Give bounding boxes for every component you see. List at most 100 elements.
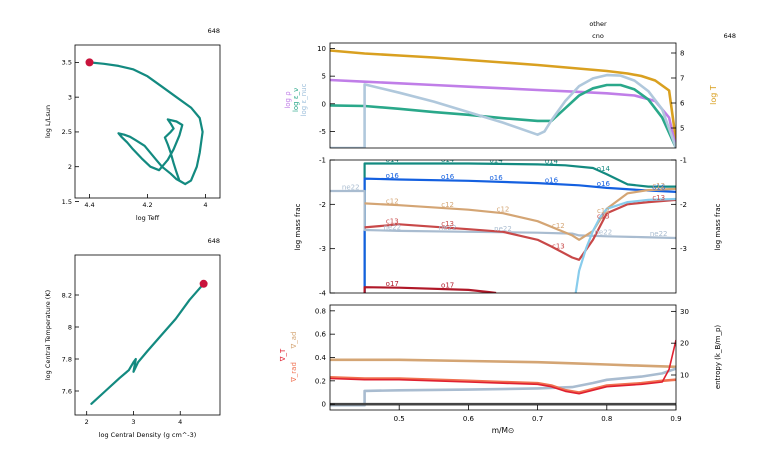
abund-series-ne22 — [330, 189, 676, 240]
top-title-line1: other — [589, 20, 607, 28]
grad-x-tick-label: 0.5 — [394, 415, 405, 423]
top-series-group — [330, 49, 676, 148]
abund-label-c13: c13 — [441, 220, 454, 228]
center-y-axis-label: log Central Temperature (K) — [44, 290, 52, 380]
abund-label-o16: o16 — [489, 174, 503, 182]
abund-label-c12: c12 — [597, 207, 610, 215]
abund-label-ne22: ne22 — [439, 224, 457, 232]
abund-y-tick-label: -2 — [319, 201, 326, 209]
center-model-number: 648 — [208, 237, 220, 245]
abund-label-o16: o16 — [652, 184, 666, 192]
hr-x-axis-label: log Teff — [136, 214, 160, 222]
center-y-tick-label: 7.8 — [62, 355, 72, 363]
top-y-tick-label: -5 — [319, 128, 326, 136]
abund-label-c13: c13 — [386, 217, 399, 225]
abund-y-right-tick-label: -3 — [680, 245, 687, 253]
top-y-label-1: log ε_ν — [292, 88, 300, 112]
gradients-panel: 0 0.2 0.4 0.6 0.8 10 20 30 0.5 0.6 0.7 0.8 0.9 m/M⊙ ∇_… — [279, 304, 722, 435]
top-series-log-eps_nu — [330, 83, 676, 148]
central-conditions-panel: 2 3 4 7.6 7.8 8 8.2 log Central Density (g cm^-… — [44, 237, 221, 439]
abund-label-c13: c13 — [652, 194, 665, 202]
center-y-tick-label: 7.6 — [62, 387, 72, 395]
abund-label-c12: c12 — [441, 201, 454, 209]
abund-frame — [329, 159, 677, 294]
center-y-tick-label: 8.2 — [62, 291, 72, 299]
grad-y-tick-label: 0.8 — [315, 307, 326, 315]
center-current-point — [199, 279, 208, 288]
top-series-log-eps_nuc — [330, 73, 676, 148]
abund-label-o16: o16 — [441, 173, 455, 181]
center-x-tick-label: 3 — [131, 418, 135, 426]
abund-series-c12 — [364, 187, 676, 241]
grad-x-tick-label: 0.7 — [532, 415, 543, 423]
grad-y-tick-label: 0 — [322, 401, 326, 409]
abund-label-o14: o14 — [545, 157, 559, 165]
grad-frame — [329, 304, 677, 411]
abund-series-group: o14 o14 o14 o14 o14 o16 o16 o16 o16 o16 o16 ne22 ne2… — [330, 156, 676, 293]
top-y-label-0: log ρ — [284, 91, 292, 109]
abund-series-o14 — [363, 162, 676, 293]
hr-y-tick-label: 1.5 — [62, 198, 72, 206]
top-title-line2: cno — [592, 32, 604, 40]
center-frame — [74, 254, 221, 416]
abund-y-right-tick-label: -2 — [680, 201, 687, 209]
top-series-log-rho — [330, 78, 676, 148]
abund-label-c12: c12 — [552, 222, 565, 230]
grad-y-tick-label: 0.2 — [315, 377, 326, 385]
hr-y-tick-label: 3 — [68, 93, 72, 101]
top-y-right-tick-label: 7 — [680, 75, 684, 83]
abund-label-c13: c13 — [597, 212, 610, 220]
abund-label-o17: o17 — [441, 282, 454, 290]
top-y-label-2: log ε_nuc — [300, 83, 308, 116]
abund-label-o17: o17 — [386, 280, 399, 288]
top-frame — [329, 42, 677, 149]
abund-series-o16 — [363, 177, 676, 293]
abund-label-ne22: ne22 — [595, 229, 613, 237]
abund-label-ne22: ne22 — [494, 225, 512, 233]
grad-y-right-tick-label: 30 — [680, 308, 689, 316]
abund-label-c12: c12 — [652, 182, 665, 190]
abund-y-right-label: log mass frac — [714, 203, 722, 250]
abund-series-n14 — [574, 197, 676, 293]
hr-y-tick-label: 3.5 — [62, 59, 72, 67]
grad-y-label-2: ∇_rad — [290, 362, 298, 383]
abund-label-o14: o14 — [489, 156, 503, 164]
hr-frame — [74, 44, 221, 199]
abund-series-o17 — [363, 286, 497, 293]
center-x-tick-label: 4 — [178, 418, 182, 426]
top-y-right-tick-label: 6 — [680, 100, 685, 108]
top-y-right-tick-label: 8 — [680, 50, 684, 58]
grad-y-right-label: entropy (k_B/m_p) — [714, 325, 722, 390]
grad-series-grad-T — [330, 339, 676, 395]
grad-y-label-0: ∇_ad — [290, 332, 298, 350]
top-y-right-label: log T — [709, 85, 718, 105]
abund-label-c13: c13 — [552, 243, 565, 251]
abund-label-c12: c12 — [386, 197, 399, 205]
hr-y-axis-label: log L/Lsun — [44, 105, 52, 138]
abund-label-o14: o14 — [597, 165, 611, 173]
center-y-tick-label: 8 — [68, 323, 72, 331]
abundance-panel: o14 o14 o14 o14 o14 o16 o16 o16 o16 o16 o16 ne22 ne2… — [294, 156, 722, 298]
abund-y-tick-label: -3 — [319, 245, 326, 253]
grad-y-right-tick-label: 10 — [680, 372, 689, 380]
hr-diagram-panel: 4.4 4.2 4 1.5 2 2.5 3 3.5 log Teff log L/Lsun 648 — [44, 27, 221, 222]
abund-label-o16: o16 — [597, 180, 611, 188]
grad-x-tick-label: 0.9 — [670, 415, 681, 423]
profile-panel-top: -5 0 5 10 5 6 7 8 other cno 648 log ρ log ε_ν log ε_n… — [284, 20, 736, 149]
grad-series-entropy — [330, 367, 676, 407]
abund-y-tick-label: -4 — [319, 290, 327, 298]
abund-label-o14: o14 — [441, 156, 455, 164]
grad-x-axis-label: m/M⊙ — [492, 426, 515, 435]
abund-label-ne22: ne22 — [342, 184, 360, 192]
grad-x-tick-label: 0.6 — [463, 415, 475, 423]
abund-label-o14: o14 — [386, 156, 400, 164]
hr-x-tick-label: 4.4 — [84, 201, 94, 209]
abund-label-o16: o16 — [386, 172, 400, 180]
abund-label-ne22: ne22 — [650, 230, 668, 238]
hr-y-tick-label: 2.5 — [62, 128, 72, 136]
hr-track-line — [88, 61, 204, 186]
grad-series-grad-ad — [330, 358, 676, 369]
hr-x-tick-label: 4 — [203, 201, 207, 209]
top-y-tick-label: 10 — [317, 45, 326, 53]
